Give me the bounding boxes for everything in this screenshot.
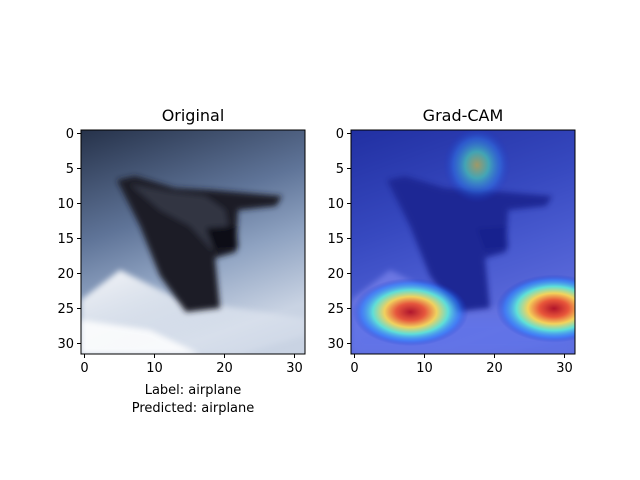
y-tick-label: 30 (57, 337, 74, 352)
x-tick-label: 20 (216, 361, 233, 376)
y-tick-label: 0 (336, 127, 344, 142)
y-tick-label: 10 (57, 197, 74, 212)
x-tick-label: 30 (556, 361, 573, 376)
y-tick-label: 10 (327, 197, 344, 212)
heatmap-hotspot (496, 275, 612, 343)
panel-title: Grad-CAM (423, 106, 504, 125)
heatmap-hotspot (443, 127, 511, 203)
y-tick-label: 20 (327, 267, 344, 282)
x-tick-label: 30 (286, 361, 303, 376)
y-tick-label: 0 (66, 127, 74, 142)
prediction-text: Predicted: airplane (132, 401, 255, 416)
x-tick-label: 20 (486, 361, 503, 376)
x-tick-label: 10 (416, 361, 433, 376)
x-tick-label: 0 (350, 361, 358, 376)
y-tick-label: 5 (66, 162, 74, 177)
y-tick-label: 30 (327, 337, 344, 352)
y-tick-label: 25 (327, 302, 344, 317)
x-tick-label: 0 (80, 361, 88, 376)
y-tick-label: 20 (57, 267, 74, 282)
y-tick-label: 15 (327, 232, 344, 247)
y-tick-label: 15 (57, 232, 74, 247)
panel-title: Original (162, 106, 225, 125)
x-tick-label: 10 (146, 361, 163, 376)
label-text: Label: airplane (145, 383, 242, 398)
y-tick-label: 25 (57, 302, 74, 317)
original-image (81, 130, 305, 354)
heatmap-hotspot (353, 278, 469, 346)
y-tick-label: 5 (336, 162, 344, 177)
gradcam-image (351, 127, 612, 354)
gradcam-panel: Grad-CAM 0 10 20 30 0 5 10 15 20 25 30 (327, 106, 612, 376)
original-panel: Original 0 10 20 30 0 5 10 15 20 25 30 Label: airp… (57, 106, 305, 416)
